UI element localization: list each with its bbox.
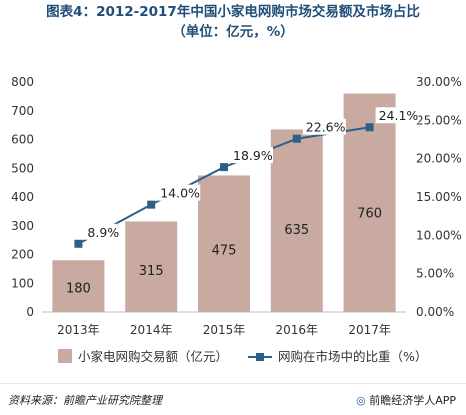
bar — [52, 260, 105, 312]
line-label-bg — [375, 107, 419, 124]
line-value-label: 14.0% — [160, 186, 200, 201]
line-point — [220, 163, 228, 172]
footer-divider — [0, 383, 466, 384]
y-right-tick-label: 20.00% — [416, 152, 462, 166]
y-right-tick-label: 30.00% — [416, 75, 462, 89]
bar-value-label: 635 — [284, 223, 309, 238]
chart-title-line1: 图表4：2012-2017年中国小家电网购市场交易额及市场占比 — [46, 4, 420, 20]
chart-title: 图表4：2012-2017年中国小家电网购市场交易额及市场占比 （单位：亿元，%… — [0, 2, 466, 42]
y-right-tick-label: 0.00% — [416, 305, 454, 319]
y-right-tick-label: 15.00% — [416, 190, 462, 204]
y-left-tick-label: 300 — [11, 219, 34, 233]
y-left-tick-label: 700 — [11, 104, 34, 118]
line-label-bg — [157, 184, 201, 201]
y-left-tick-label: 200 — [11, 248, 34, 262]
x-tick-label: 2013年 — [57, 323, 100, 337]
bar — [270, 129, 323, 312]
y-left-tick-label: 100 — [11, 276, 34, 290]
y-left-tick-label: 0 — [26, 305, 34, 319]
y-right-tick-label: 25.00% — [416, 113, 462, 127]
y-left-tick-label: 600 — [11, 133, 34, 147]
chart-title-line2: （单位：亿元，%） — [172, 24, 294, 40]
y-right-tick-label: 5.00% — [416, 267, 454, 281]
bar — [198, 175, 250, 312]
x-tick-label: 2017年 — [348, 323, 391, 337]
x-tick-label: 2016年 — [276, 323, 319, 337]
legend-bar-label: 小家电网购交易额（亿元） — [78, 349, 228, 364]
line-point — [292, 134, 301, 143]
bar-value-label: 315 — [139, 264, 164, 279]
legend-bar-swatch — [58, 349, 72, 363]
x-tick-label: 2015年 — [203, 323, 246, 337]
line-point — [147, 200, 156, 209]
line-point — [365, 123, 374, 132]
combo-chart: 0 100 200 300 400 500 600 700 800 0.00% 5.00% 10.00… — [11, 75, 462, 364]
line-value-label: 8.9% — [87, 225, 119, 240]
y-left-tick-label: 800 — [11, 75, 34, 89]
bar-value-label: 760 — [357, 207, 382, 222]
bar — [125, 221, 178, 312]
line-value-label: 18.9% — [233, 148, 273, 163]
y-right-tick-label: 10.00% — [416, 228, 462, 242]
bar-value-label: 180 — [66, 282, 91, 297]
line-label-bg — [230, 147, 273, 164]
source-note: 资料来源：前瞻产业研究院整理 — [8, 394, 162, 407]
x-tick-label: 2014年 — [130, 323, 173, 337]
line-label-bg — [302, 118, 346, 135]
brand-logo-icon: ◎ — [356, 394, 366, 407]
bar-value-label: 475 — [212, 244, 237, 259]
y-left-tick-label: 500 — [11, 161, 34, 175]
brand-text: 前瞻经济学人APP — [369, 394, 456, 407]
brand-footer: ◎ 前瞻经济学人APP — [356, 392, 456, 408]
line-label-bg — [84, 223, 120, 240]
y-left-tick-label: 400 — [11, 190, 34, 204]
legend-line-label: 网购在市场中的比重（%） — [278, 349, 427, 364]
line-value-label: 22.6% — [306, 120, 346, 135]
line-value-label: 24.1% — [379, 108, 419, 123]
legend-line-marker — [256, 353, 264, 361]
line-point — [74, 239, 83, 248]
